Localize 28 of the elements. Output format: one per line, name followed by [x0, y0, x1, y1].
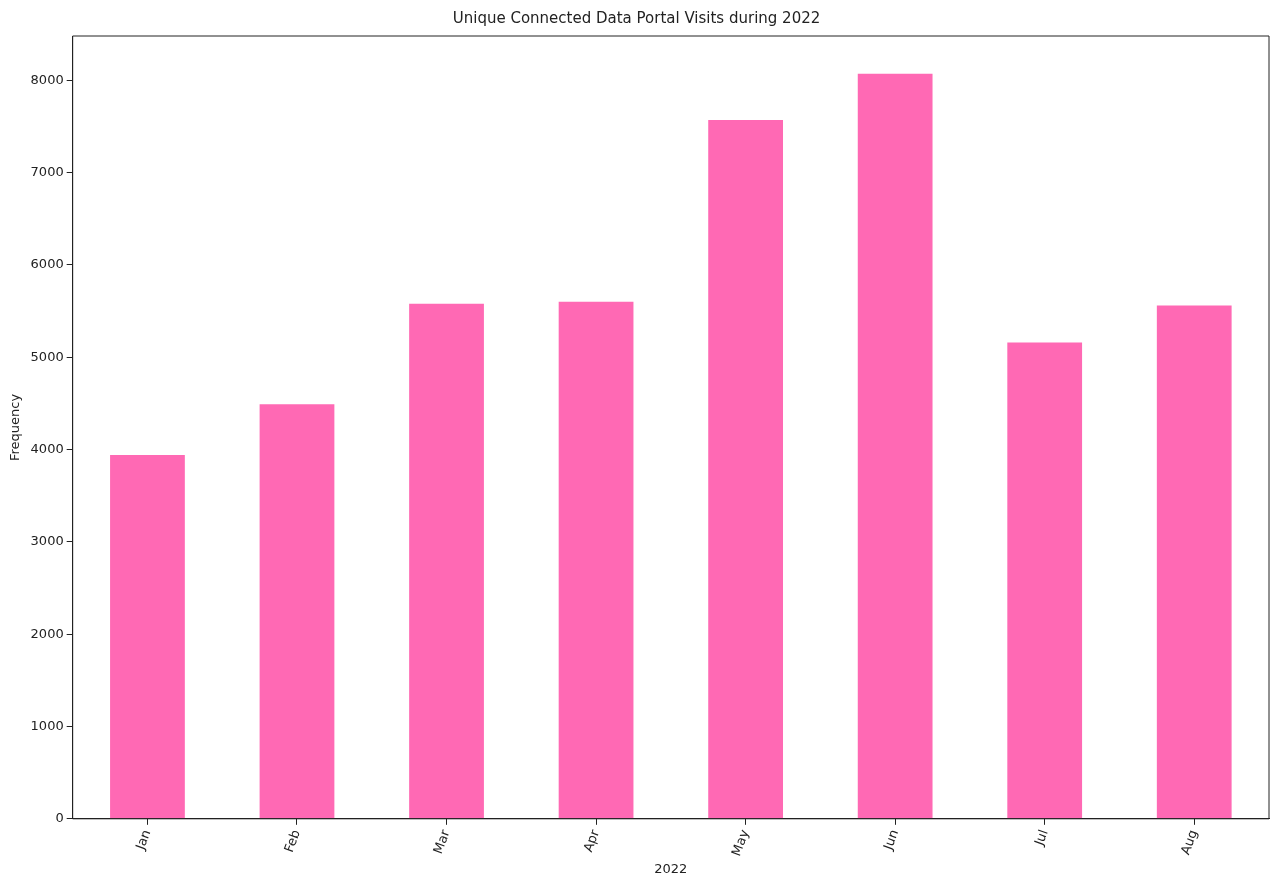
y-tick-label: 3000: [30, 533, 64, 549]
y-tick-label: 2000: [30, 625, 64, 641]
y-tick-label: 6000: [30, 256, 64, 272]
y-axis-title: Frequency: [7, 393, 23, 461]
y-tick-label: 7000: [30, 164, 64, 179]
bar: [857, 73, 933, 819]
x-tick-label: Feb: [281, 827, 303, 855]
bar: [1156, 305, 1232, 819]
bar: [708, 120, 783, 819]
x-tick-label: May: [728, 827, 752, 858]
y-tick-label: 1000: [30, 717, 64, 733]
x-tick-label: Jul: [1030, 827, 1051, 849]
y-tick-label: 0: [55, 810, 64, 826]
x-tick-label: Jun: [879, 827, 902, 853]
y-tick-label: 8000: [30, 71, 64, 87]
x-tick-label: Jan: [132, 827, 154, 853]
bar: [110, 455, 185, 819]
bar: [259, 404, 335, 819]
x-tick-label: Apr: [580, 826, 603, 854]
x-axis-title: 2022: [654, 860, 688, 876]
bar: [558, 301, 634, 819]
bar: [409, 303, 484, 819]
y-tick-label: 4000: [30, 440, 64, 456]
y-tick-label: 5000: [30, 348, 64, 364]
bar: [1007, 342, 1083, 819]
x-tick-label: Mar: [430, 826, 453, 856]
chart-title: Unique Connected Data Portal Visits during 2022: [452, 8, 821, 27]
x-tick-label: Aug: [1177, 827, 1201, 857]
